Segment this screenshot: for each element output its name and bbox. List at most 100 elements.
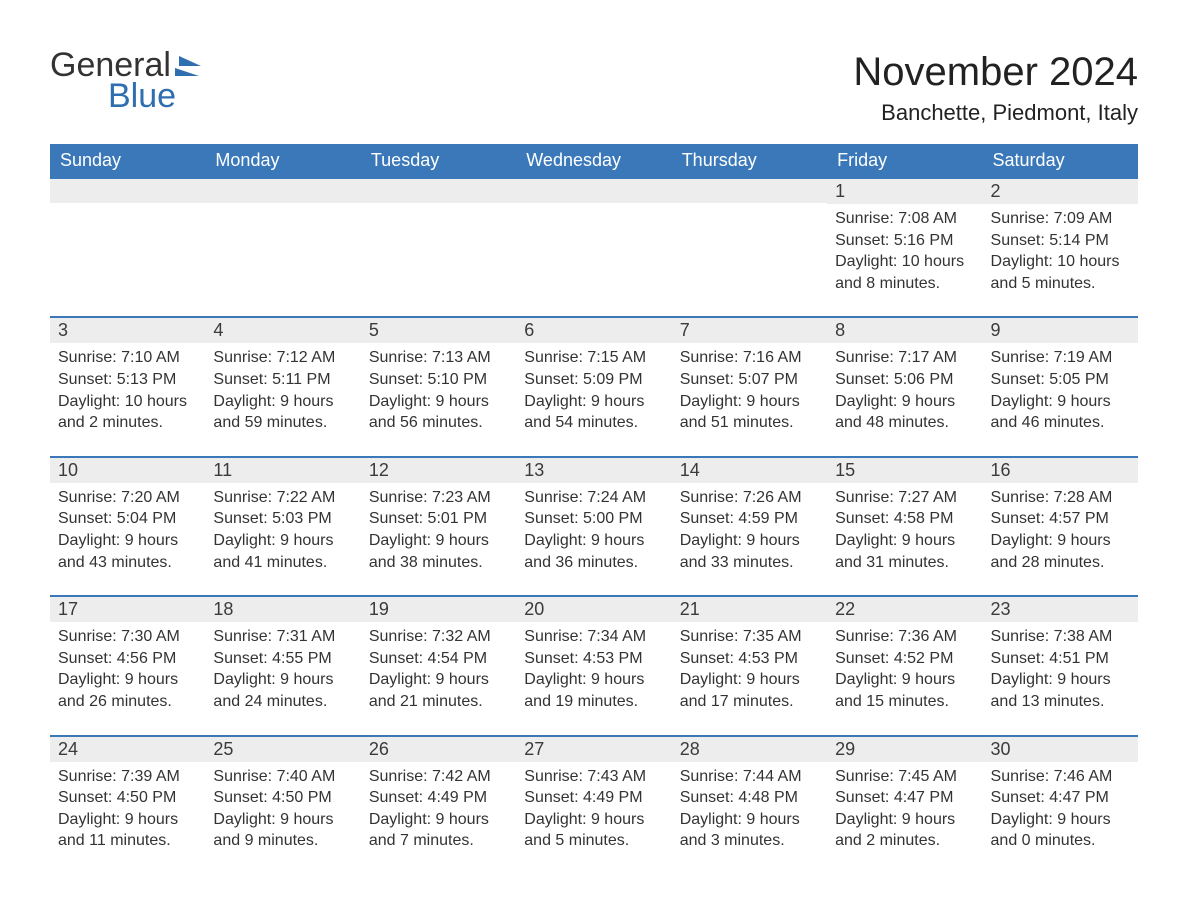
daylight-line: Daylight: 9 hours and 11 minutes.	[58, 809, 197, 852]
calendar-day-cell: 12Sunrise: 7:23 AMSunset: 5:01 PMDayligh…	[361, 457, 516, 596]
brand-word2: Blue	[108, 77, 176, 115]
day-number: 8	[827, 318, 982, 343]
daylight-line: Daylight: 9 hours and 5 minutes.	[524, 809, 663, 852]
header-row: General Blue November 2024 Banchette, Pi…	[50, 50, 1138, 136]
sunrise-line: Sunrise: 7:20 AM	[58, 487, 197, 509]
daylight-line: Daylight: 9 hours and 13 minutes.	[991, 669, 1130, 712]
logo-text-block: General Blue	[50, 50, 209, 111]
day-number: 14	[672, 458, 827, 483]
calendar-empty-cell	[516, 178, 671, 317]
day-content: Sunrise: 7:40 AMSunset: 4:50 PMDaylight:…	[213, 766, 352, 852]
day-content: Sunrise: 7:20 AMSunset: 5:04 PMDaylight:…	[58, 487, 197, 573]
calendar-day-cell: 4Sunrise: 7:12 AMSunset: 5:11 PMDaylight…	[205, 317, 360, 456]
daylight-line: Daylight: 9 hours and 54 minutes.	[524, 391, 663, 434]
day-number: 1	[827, 179, 982, 204]
calendar-day-cell: 29Sunrise: 7:45 AMSunset: 4:47 PMDayligh…	[827, 736, 982, 874]
calendar-day-cell: 18Sunrise: 7:31 AMSunset: 4:55 PMDayligh…	[205, 596, 360, 735]
daylight-line: Daylight: 9 hours and 33 minutes.	[680, 530, 819, 573]
sunrise-line: Sunrise: 7:16 AM	[680, 347, 819, 369]
empty-day-bar	[205, 179, 360, 203]
day-content: Sunrise: 7:38 AMSunset: 4:51 PMDaylight:…	[991, 626, 1130, 712]
calendar-day-cell: 25 Sunrise: 7:40 AMSunset: 4:50 PMDayligh…	[205, 736, 360, 874]
calendar-week-row: 1 Sunrise: 7:08 AMSunset: 5:16 PMDaylight…	[50, 178, 1138, 317]
daylight-line: Daylight: 9 hours and 21 minutes.	[369, 669, 508, 712]
weekday-header: Thursday	[672, 144, 827, 178]
sunrise-line: Sunrise: 7:13 AM	[369, 347, 508, 369]
weekday-header: Sunday	[50, 144, 205, 178]
day-content: Sunrise: 7:32 AMSunset: 4:54 PMDaylight:…	[369, 626, 508, 712]
calendar-day-cell: 26Sunrise: 7:42 AMSunset: 4:49 PMDayligh…	[361, 736, 516, 874]
day-number: 25	[205, 737, 360, 762]
sunset-line: Sunset: 4:47 PM	[835, 787, 974, 809]
sunrise-line: Sunrise: 7:40 AM	[213, 766, 352, 788]
day-number: 27	[516, 737, 671, 762]
calendar-day-cell: 23 Sunrise: 7:38 AMSunset: 4:51 PMDayligh…	[983, 596, 1138, 735]
day-content: Sunrise: 7:46 AMSunset: 4:47 PMDaylight:…	[991, 766, 1130, 852]
daylight-line: Daylight: 9 hours and 56 minutes.	[369, 391, 508, 434]
sunrise-line: Sunrise: 7:43 AM	[524, 766, 663, 788]
daylight-line: Daylight: 9 hours and 59 minutes.	[213, 391, 352, 434]
calendar-day-cell: 22 Sunrise: 7:36 AMSunset: 4:52 PMDayligh…	[827, 596, 982, 735]
sunset-line: Sunset: 4:56 PM	[58, 648, 197, 670]
sunset-line: Sunset: 5:11 PM	[213, 369, 352, 391]
day-number: 12	[361, 458, 516, 483]
calendar-empty-cell	[50, 178, 205, 317]
daylight-line: Daylight: 9 hours and 19 minutes.	[524, 669, 663, 712]
sunrise-line: Sunrise: 7:28 AM	[991, 487, 1130, 509]
daylight-line: Daylight: 9 hours and 9 minutes.	[213, 809, 352, 852]
calendar-day-cell: 14 Sunrise: 7:26 AMSunset: 4:59 PMDayligh…	[672, 457, 827, 596]
calendar-empty-cell	[205, 178, 360, 317]
calendar-day-cell: 27Sunrise: 7:43 AMSunset: 4:49 PMDayligh…	[516, 736, 671, 874]
day-number: 24	[50, 737, 205, 762]
sunrise-line: Sunrise: 7:09 AM	[991, 208, 1130, 230]
day-number: 20	[516, 597, 671, 622]
location-subtitle: Banchette, Piedmont, Italy	[853, 100, 1138, 126]
sunset-line: Sunset: 4:53 PM	[680, 648, 819, 670]
sunrise-line: Sunrise: 7:19 AM	[991, 347, 1130, 369]
calendar-day-cell: 24Sunrise: 7:39 AMSunset: 4:50 PMDayligh…	[50, 736, 205, 874]
calendar-day-cell: 17Sunrise: 7:30 AMSunset: 4:56 PMDayligh…	[50, 596, 205, 735]
sunset-line: Sunset: 4:52 PM	[835, 648, 974, 670]
day-content: Sunrise: 7:36 AMSunset: 4:52 PMDaylight:…	[835, 626, 974, 712]
sunrise-line: Sunrise: 7:45 AM	[835, 766, 974, 788]
weekday-header: Wednesday	[516, 144, 671, 178]
day-content: Sunrise: 7:22 AMSunset: 5:03 PMDaylight:…	[213, 487, 352, 573]
day-content: Sunrise: 7:45 AMSunset: 4:47 PMDaylight:…	[835, 766, 974, 852]
sunset-line: Sunset: 4:50 PM	[58, 787, 197, 809]
daylight-line: Daylight: 9 hours and 17 minutes.	[680, 669, 819, 712]
calendar-day-cell: 7Sunrise: 7:16 AMSunset: 5:07 PMDaylight…	[672, 317, 827, 456]
calendar-day-cell: 8Sunrise: 7:17 AMSunset: 5:06 PMDaylight…	[827, 317, 982, 456]
sunset-line: Sunset: 5:00 PM	[524, 508, 663, 530]
sunset-line: Sunset: 5:16 PM	[835, 230, 974, 252]
day-number: 21	[672, 597, 827, 622]
day-number: 17	[50, 597, 205, 622]
day-content: Sunrise: 7:08 AMSunset: 5:16 PMDaylight:…	[835, 208, 974, 294]
sunset-line: Sunset: 4:55 PM	[213, 648, 352, 670]
day-content: Sunrise: 7:26 AMSunset: 4:59 PMDaylight:…	[680, 487, 819, 573]
sunrise-line: Sunrise: 7:17 AM	[835, 347, 974, 369]
daylight-line: Daylight: 9 hours and 26 minutes.	[58, 669, 197, 712]
day-number: 22	[827, 597, 982, 622]
day-number: 23	[983, 597, 1138, 622]
daylight-line: Daylight: 9 hours and 41 minutes.	[213, 530, 352, 573]
sunset-line: Sunset: 4:58 PM	[835, 508, 974, 530]
daylight-line: Daylight: 9 hours and 2 minutes.	[835, 809, 974, 852]
day-content: Sunrise: 7:12 AMSunset: 5:11 PMDaylight:…	[213, 347, 352, 433]
daylight-line: Daylight: 9 hours and 38 minutes.	[369, 530, 508, 573]
sunset-line: Sunset: 5:10 PM	[369, 369, 508, 391]
daylight-line: Daylight: 9 hours and 36 minutes.	[524, 530, 663, 573]
calendar-day-cell: 1 Sunrise: 7:08 AMSunset: 5:16 PMDaylight…	[827, 178, 982, 317]
calendar-week-row: 24Sunrise: 7:39 AMSunset: 4:50 PMDayligh…	[50, 736, 1138, 874]
day-content: Sunrise: 7:28 AMSunset: 4:57 PMDaylight:…	[991, 487, 1130, 573]
title-block: November 2024 Banchette, Piedmont, Italy	[853, 50, 1138, 136]
day-number: 3	[50, 318, 205, 343]
day-content: Sunrise: 7:44 AMSunset: 4:48 PMDaylight:…	[680, 766, 819, 852]
sunset-line: Sunset: 5:06 PM	[835, 369, 974, 391]
daylight-line: Daylight: 10 hours and 5 minutes.	[991, 251, 1130, 294]
sunrise-line: Sunrise: 7:34 AM	[524, 626, 663, 648]
sunset-line: Sunset: 5:09 PM	[524, 369, 663, 391]
day-content: Sunrise: 7:34 AMSunset: 4:53 PMDaylight:…	[524, 626, 663, 712]
sunset-line: Sunset: 4:50 PM	[213, 787, 352, 809]
sunset-line: Sunset: 4:57 PM	[991, 508, 1130, 530]
calendar-day-cell: 2Sunrise: 7:09 AMSunset: 5:14 PMDaylight…	[983, 178, 1138, 317]
